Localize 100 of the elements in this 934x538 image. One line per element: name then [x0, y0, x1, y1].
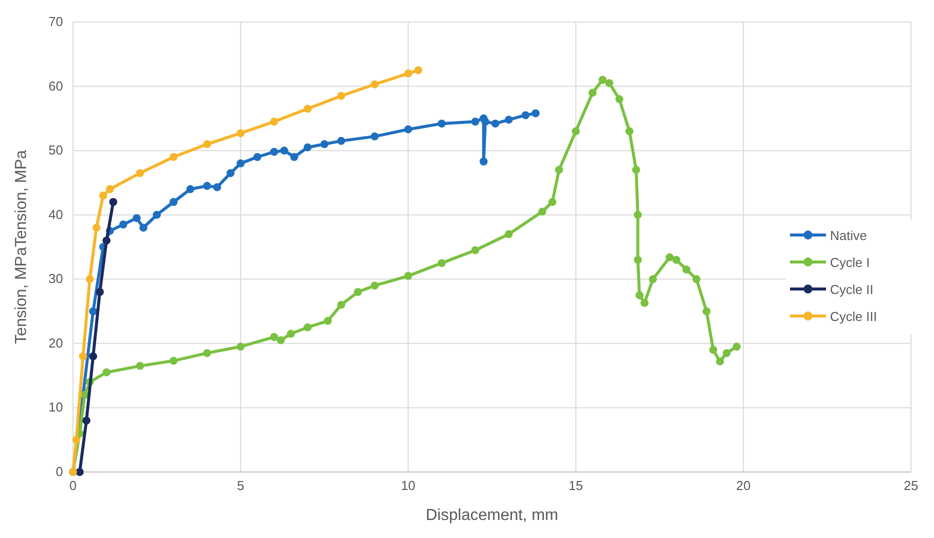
- point: [538, 208, 546, 216]
- point: [337, 136, 346, 145]
- point: [106, 185, 114, 194]
- point: [548, 198, 556, 206]
- point: [203, 182, 212, 190]
- point: [102, 236, 111, 245]
- point: [370, 282, 379, 290]
- x-tick-label: 5: [236, 478, 244, 493]
- point: [471, 118, 480, 126]
- point: [354, 288, 362, 296]
- point: [99, 192, 108, 200]
- point: [89, 352, 98, 360]
- point: [139, 224, 148, 232]
- point: [414, 66, 422, 74]
- point: [170, 356, 178, 365]
- point: [203, 349, 212, 358]
- point: [320, 140, 328, 148]
- point: [102, 368, 111, 376]
- point: [79, 352, 88, 360]
- point: [491, 120, 500, 128]
- point: [438, 259, 446, 268]
- point: [692, 275, 700, 284]
- y-axis-title: Tension, MPaTension, MPa: [13, 150, 30, 344]
- y-tick-label: 10: [48, 400, 63, 415]
- point: [170, 198, 178, 206]
- point: [672, 256, 680, 264]
- point: [136, 362, 144, 370]
- point: [632, 166, 640, 174]
- point: [722, 349, 731, 358]
- point: [635, 291, 644, 300]
- point: [132, 214, 141, 222]
- legend-label: Cycle III: [830, 309, 877, 324]
- point: [290, 153, 298, 161]
- point: [555, 166, 564, 174]
- point: [404, 69, 412, 78]
- point: [732, 342, 741, 351]
- point: [72, 436, 80, 444]
- point: [709, 346, 718, 354]
- point: [136, 169, 144, 178]
- x-tick-label: 20: [736, 478, 751, 493]
- point: [404, 125, 412, 134]
- point: [270, 118, 278, 126]
- point: [270, 333, 278, 341]
- point: [236, 342, 245, 351]
- point: [370, 132, 379, 140]
- point: [438, 120, 446, 128]
- y-tick-label: 70: [48, 14, 63, 29]
- x-tick-label: 25: [904, 478, 918, 493]
- point: [286, 330, 295, 338]
- point: [304, 323, 312, 332]
- point: [480, 158, 488, 166]
- point: [648, 275, 657, 284]
- point: [76, 468, 84, 476]
- point: [92, 224, 100, 232]
- point: [504, 116, 513, 124]
- point: [236, 159, 245, 168]
- point: [82, 416, 90, 425]
- point: [605, 79, 614, 88]
- y-tick-label: 30: [48, 271, 63, 286]
- y-tick-label: 40: [48, 206, 63, 222]
- point: [253, 153, 262, 161]
- point: [481, 118, 490, 126]
- point: [152, 210, 161, 219]
- point: [304, 143, 312, 152]
- point: [522, 111, 530, 120]
- point: [572, 127, 580, 136]
- point: [471, 246, 480, 254]
- point: [89, 307, 98, 316]
- point: [337, 92, 346, 100]
- point: [370, 80, 379, 88]
- point: [119, 220, 128, 228]
- y-tick-label: 0: [56, 464, 63, 479]
- point: [203, 140, 212, 148]
- y-tick-label: 20: [48, 335, 63, 350]
- point: [598, 76, 607, 84]
- point: [236, 129, 245, 138]
- legend-label: Cycle II: [830, 282, 874, 297]
- point: [186, 185, 194, 194]
- legend-label: Cycle I: [830, 255, 870, 270]
- point: [324, 316, 332, 325]
- point: [615, 95, 624, 104]
- y-tick-label: 50: [48, 142, 63, 158]
- point: [276, 336, 285, 344]
- legend-label: Native: [830, 228, 867, 243]
- x-axis-title: Displacement, mm: [426, 507, 558, 524]
- point: [588, 88, 597, 97]
- point: [226, 169, 235, 178]
- point: [504, 230, 513, 238]
- x-tick-label: 10: [400, 478, 416, 493]
- point: [304, 104, 312, 113]
- point: [634, 210, 642, 219]
- point: [634, 256, 642, 264]
- point: [337, 300, 346, 309]
- point: [716, 357, 724, 366]
- point: [213, 183, 222, 192]
- point: [280, 146, 288, 155]
- x-tick-label: 15: [568, 478, 584, 493]
- point: [532, 109, 540, 118]
- point: [109, 198, 118, 206]
- point: [86, 275, 94, 284]
